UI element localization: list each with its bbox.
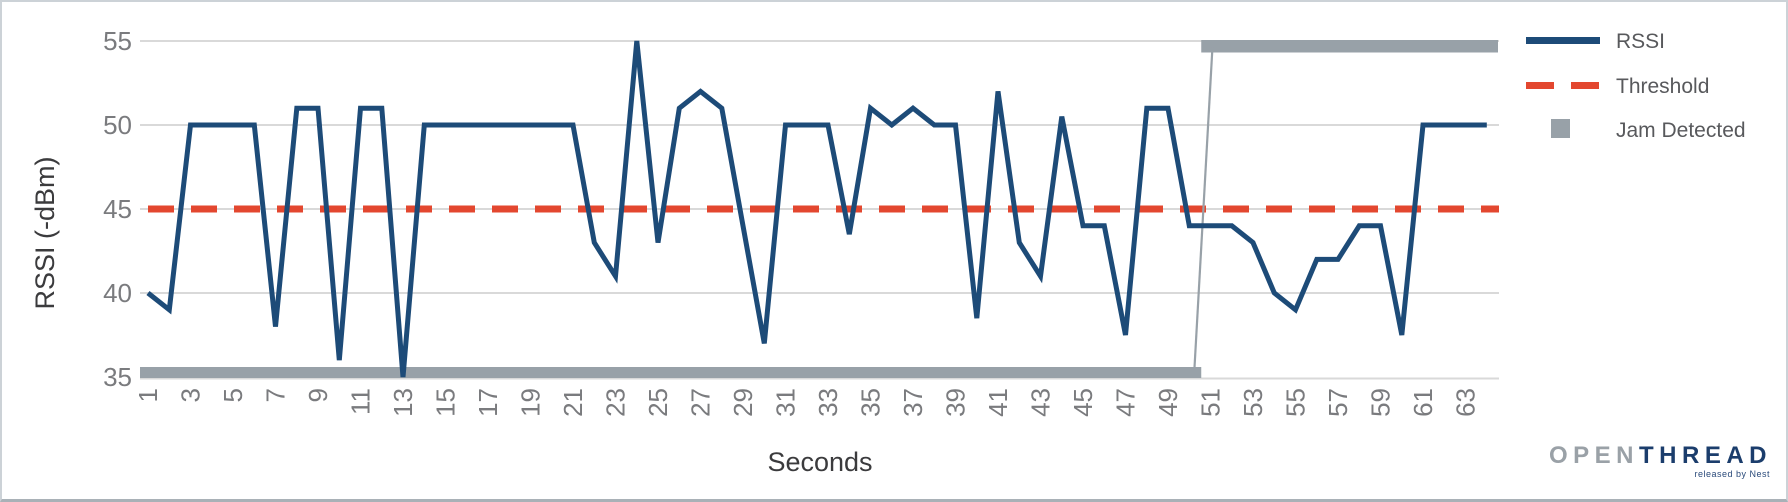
legend-item-threshold: Threshold (1526, 75, 1709, 98)
x-tick-label-9: 9 (303, 388, 333, 402)
legend-item-jam-detected: Jam Detected (1551, 119, 1746, 142)
x-tick-label-19: 19 (516, 388, 546, 417)
jam-transition-connector (1193, 46, 1214, 373)
x-tick-label-29: 29 (728, 388, 758, 417)
wordmark-open: OPEN (1548, 442, 1639, 469)
legend-label-jam-detected: Jam Detected (1616, 119, 1746, 142)
x-tick-label-5: 5 (218, 388, 248, 402)
threshold-dash-swatch (1526, 82, 1554, 89)
legend: RSSI Threshold Jam Detected (1526, 30, 1746, 142)
x-tick-label-17: 17 (473, 388, 503, 417)
x-tick-label-31: 31 (771, 388, 801, 417)
y-tick-label-55: 55 (103, 26, 132, 56)
x-tick-label-51: 51 (1196, 388, 1226, 417)
wordmark-thread: THREAD (1639, 442, 1772, 469)
x-tick-label-63: 63 (1451, 388, 1481, 417)
x-tick-label-61: 61 (1408, 388, 1438, 417)
rssi-series-layer (146, 40, 1487, 378)
x-tick-label-35: 35 (856, 388, 886, 417)
x-tick-label-57: 57 (1323, 388, 1353, 417)
x-tick-label-49: 49 (1153, 388, 1183, 417)
x-tick-label-27: 27 (686, 388, 716, 417)
x-tick-label-1: 1 (133, 388, 163, 402)
openthread-wordmark: OPENTHREAD (1549, 444, 1772, 468)
x-axis-tick-labels: 1 3 5 7 9 11 13 15 17 19 21 23 25 27 29 31 33 35 37 39 41 43 4… (133, 388, 1481, 417)
x-tick-label-7: 7 (261, 388, 291, 402)
x-tick-label-25: 25 (643, 388, 673, 417)
x-tick-label-43: 43 (1026, 388, 1056, 417)
legend-item-rssi: RSSI (1526, 30, 1665, 53)
x-tick-label-55: 55 (1281, 388, 1311, 417)
y-axis-tick-labels: 35 40 45 50 55 (103, 26, 132, 392)
y-tick-label-45: 45 (103, 194, 132, 224)
y-tick-label-35: 35 (103, 362, 132, 392)
x-tick-label-37: 37 (898, 388, 928, 417)
x-tick-label-41: 41 (983, 388, 1013, 417)
logo-tagline: released by Nest (1694, 469, 1770, 479)
legend-label-threshold: Threshold (1616, 75, 1709, 98)
x-axis-title: Seconds (767, 447, 872, 477)
y-tick-label-50: 50 (103, 110, 132, 140)
x-tick-label-47: 47 (1111, 388, 1141, 417)
jam-square-swatch (1551, 119, 1570, 138)
x-tick-label-53: 53 (1238, 388, 1268, 417)
x-tick-label-21: 21 (558, 388, 588, 417)
legend-label-rssi: RSSI (1616, 30, 1665, 53)
x-tick-label-11: 11 (346, 388, 376, 415)
openthread-logo: OPENTHREAD released by Nest (1549, 444, 1772, 479)
x-tick-label-13: 13 (388, 388, 418, 417)
jam-low-bar (140, 367, 1202, 378)
x-tick-label-15: 15 (431, 388, 461, 417)
rssi-line (146, 40, 1487, 378)
rssi-line-swatch (1526, 37, 1600, 44)
jam-high-bar (1201, 40, 1498, 53)
x-tick-label-59: 59 (1366, 388, 1396, 417)
x-tick-label-23: 23 (601, 388, 631, 417)
y-axis-title: RSSI (-dBm) (30, 156, 60, 309)
x-tick-label-45: 45 (1068, 388, 1098, 417)
threshold-dash-swatch (1571, 82, 1599, 89)
jam-detected-layer (140, 40, 1498, 378)
x-tick-label-3: 3 (176, 388, 206, 402)
x-tick-label-39: 39 (941, 388, 971, 417)
y-tick-label-40: 40 (103, 278, 132, 308)
x-tick-label-33: 33 (813, 388, 843, 417)
